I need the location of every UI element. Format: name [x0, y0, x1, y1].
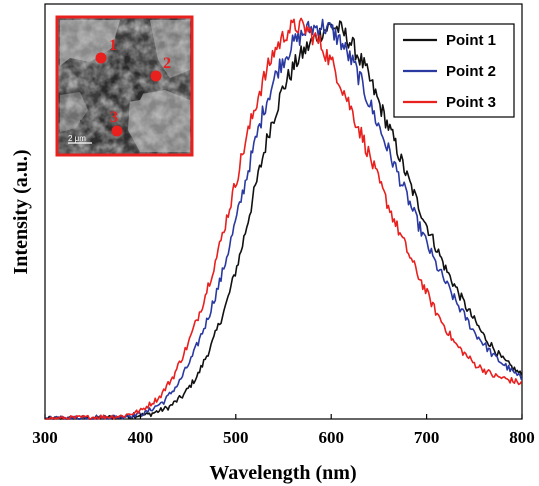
inset-label-2: 2 [163, 55, 171, 72]
series-line-point-3 [45, 17, 523, 420]
y-axis-title: Intensity (a.u.) [10, 149, 32, 274]
x-tick-label: 400 [128, 428, 154, 447]
inset-point-2 [150, 70, 162, 82]
legend-label-point-2: Point 2 [446, 63, 496, 80]
legend: Point 1 Point 2 Point 3 [393, 23, 515, 118]
x-tick-label: 500 [223, 428, 249, 447]
inset-label-3: 3 [110, 109, 118, 126]
x-ticks: 300 400 500 600 700 800 [32, 414, 535, 447]
x-tick-label: 600 [318, 428, 344, 447]
inset-label-1: 1 [109, 37, 117, 54]
inset-point-3 [111, 125, 123, 137]
scale-bar-label: 2 μm [68, 134, 86, 143]
x-tick-label: 300 [32, 428, 58, 447]
inset-point-1 [95, 52, 107, 64]
inset-frame [55, 15, 194, 157]
legend-label-point-3: Point 3 [446, 94, 496, 111]
x-tick-label: 800 [509, 428, 535, 447]
sem-inset-image: 1 2 3 2 μm [55, 15, 194, 157]
x-axis-title: Wavelength (nm) [209, 462, 356, 484]
series-group [44, 17, 523, 420]
x-tick-label: 700 [414, 428, 440, 447]
inset-texture [58, 18, 191, 154]
plot-frame [44, 3, 523, 420]
legend-label-point-1: Point 1 [446, 32, 496, 49]
